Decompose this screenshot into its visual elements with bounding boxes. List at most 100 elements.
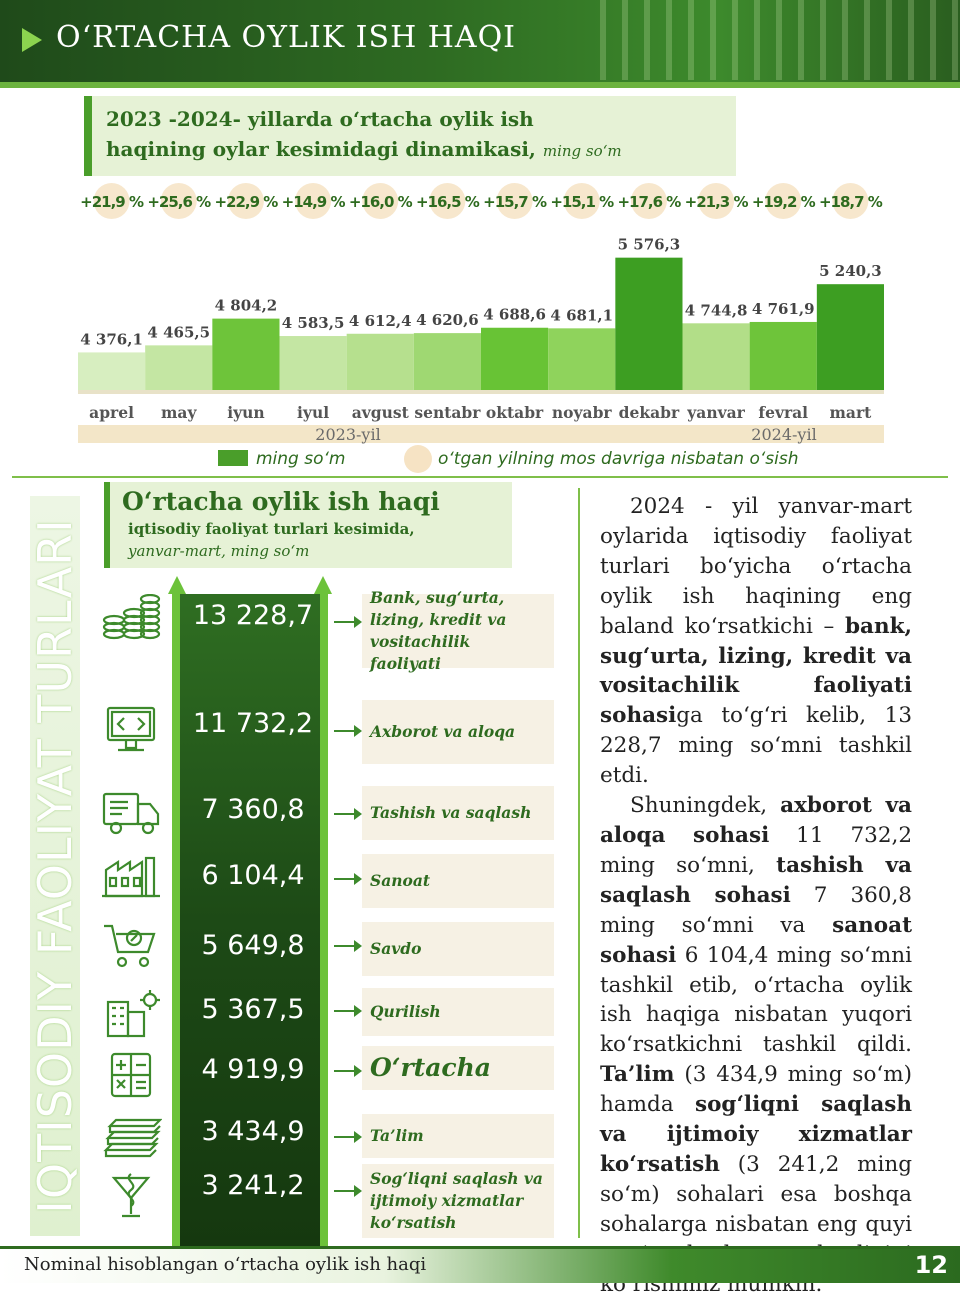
sector-label-box: Qurilish	[362, 988, 554, 1036]
legend-label-bar: ming so‘m	[256, 449, 345, 469]
chart-title-line2-text: haqining oylar kesimidagi dinamikasi,	[106, 137, 536, 161]
sector-subtitle: iqtisodiy faoliyat turlari kesimida,	[128, 520, 415, 538]
sector-label: Ta’lim	[370, 1126, 424, 1145]
growth-bubble	[93, 183, 130, 219]
sector-value: 7 360,8	[201, 794, 305, 825]
analysis-paragraph-1: 2024 - yil yanvar-mart oylarida iqtisodi…	[600, 492, 912, 791]
bar-sentabr	[413, 333, 481, 390]
chart-title-line2: haqining oylar kesimidagi dinamikasi, mi…	[106, 134, 722, 166]
growth-bubble	[429, 183, 466, 219]
arrow-right-icon	[334, 1005, 362, 1017]
bar-yanvar	[682, 323, 750, 390]
monthly-wage-bar-chart: +21,9 % 4 376,1 aprel +25,6 % 4 465,5 may +22,…	[78, 183, 884, 473]
sector-value: 13 228,7	[192, 600, 314, 631]
growth-label: +15,7 %	[483, 193, 547, 211]
text-span: 11 732,2 ming so‘mni,	[600, 822, 913, 878]
category-label: yanvar	[686, 403, 745, 422]
text-span: (3 434,9 ming so‘m) hamda	[600, 1062, 912, 1118]
category-label: noyabr	[552, 403, 612, 422]
growth-label: +21,9 %	[80, 193, 144, 211]
arrow-right-icon	[334, 940, 362, 952]
sector-label-box: Sog‘liqni saqlash va ijtimoiy xizmatlar …	[362, 1164, 554, 1238]
growth-label: +18,7 %	[819, 193, 883, 211]
growth-bubble	[832, 183, 869, 219]
sector-value: 11 732,2	[192, 708, 314, 739]
value-label: 4 761,9	[752, 300, 815, 318]
truck-icon	[100, 786, 162, 838]
growth-bubble	[227, 183, 264, 219]
value-label: 4 804,2	[215, 297, 278, 315]
arrow-right-icon	[334, 1185, 362, 1197]
value-label: 4 620,6	[416, 311, 479, 329]
sector-label: Savdo	[370, 939, 422, 958]
growth-label: +16,0 %	[349, 193, 413, 211]
category-label: iyun	[227, 403, 264, 422]
sector-value: 5 367,5	[201, 994, 305, 1025]
legend-swatch-bar	[218, 450, 248, 466]
bar-oktabr	[481, 327, 549, 390]
bar-mart	[816, 284, 884, 390]
growth-label: +25,6 %	[147, 193, 211, 211]
column-divider	[578, 488, 580, 1238]
category-label: dekabr	[619, 403, 680, 422]
bar-avgust	[346, 333, 414, 390]
column-edge-right	[318, 594, 328, 1246]
sector-label: Qurilish	[370, 1002, 441, 1021]
sector-title: O‘rtacha oylik ish haqi	[122, 487, 440, 516]
value-label: 5 240,3	[819, 262, 882, 280]
growth-label: +16,5 %	[416, 193, 480, 211]
shopping-cart-icon	[100, 920, 162, 972]
sector-label-box: Axborot va aloqa	[362, 700, 554, 764]
growth-label: +15,1 %	[550, 193, 614, 211]
value-label: 4 465,5	[147, 323, 210, 341]
bar-fevral	[749, 321, 817, 390]
column-arrow-right	[314, 576, 332, 594]
coins-icon	[100, 593, 162, 646]
sector-label: O‘rtacha	[370, 1053, 491, 1082]
computer-icon	[100, 704, 162, 756]
year-band	[682, 425, 884, 443]
category-label: sentabr	[414, 403, 481, 422]
growth-bubble	[362, 183, 399, 219]
building-icon	[100, 988, 162, 1040]
growth-label: +21,3 %	[685, 193, 749, 211]
bar-noyabr	[548, 328, 616, 390]
section-divider	[12, 476, 948, 478]
growth-label: +19,2 %	[752, 193, 816, 211]
text-bold: bank, sug‘urta, lizing, kredit va vosita…	[600, 613, 912, 729]
sector-label-box: Ta’lim	[362, 1114, 554, 1158]
arrow-right-icon	[334, 725, 362, 737]
category-label: may	[161, 403, 197, 422]
bar-iyul	[279, 336, 347, 390]
sector-value: 3 241,2	[201, 1170, 305, 1201]
side-label-band: IQTISODIY FAOLIYAT TURLARI	[28, 496, 82, 1236]
growth-bubble	[698, 183, 735, 219]
arrow-right-icon	[334, 616, 362, 628]
value-label: 4 744,8	[685, 301, 748, 319]
page-header: O‘RTACHA OYLIK ISH HAQI	[0, 0, 960, 88]
sector-label-box: Tashish va saqlash	[362, 786, 554, 840]
growth-bubble	[496, 183, 533, 219]
growth-label: +22,9 %	[214, 193, 278, 211]
page-number: 12	[914, 1251, 948, 1279]
bar-may	[145, 345, 213, 390]
chart-title-line1: 2023 -2024- yillarda o‘rtacha oylik ish	[106, 107, 534, 131]
text-span: Shuningdek,	[630, 793, 781, 819]
value-label: 4 681,1	[550, 306, 613, 324]
analysis-text: 2024 - yil yanvar-mart oylarida iqtisodi…	[600, 492, 912, 1299]
arrow-right-icon	[334, 1065, 362, 1077]
year-label: 2023-yil	[315, 425, 380, 444]
growth-label: +17,6 %	[617, 193, 681, 211]
header-decoration	[600, 0, 960, 80]
category-label: oktabr	[486, 403, 544, 422]
value-label: 5 576,3	[618, 236, 681, 254]
bar-iyun	[212, 318, 280, 390]
growth-bubble	[563, 183, 600, 219]
sector-value: 5 649,8	[201, 930, 305, 961]
text-bold: axborot va aloqa sohasi	[600, 793, 912, 848]
text-span: 2024 - yil yanvar-mart oylarida iqtisodi…	[600, 494, 912, 639]
bar-aprel	[78, 352, 146, 390]
text-span: 7 360,8 ming so‘mni va	[600, 882, 912, 938]
factory-icon	[100, 850, 162, 902]
page-title: O‘RTACHA OYLIK ISH HAQI	[56, 20, 517, 55]
